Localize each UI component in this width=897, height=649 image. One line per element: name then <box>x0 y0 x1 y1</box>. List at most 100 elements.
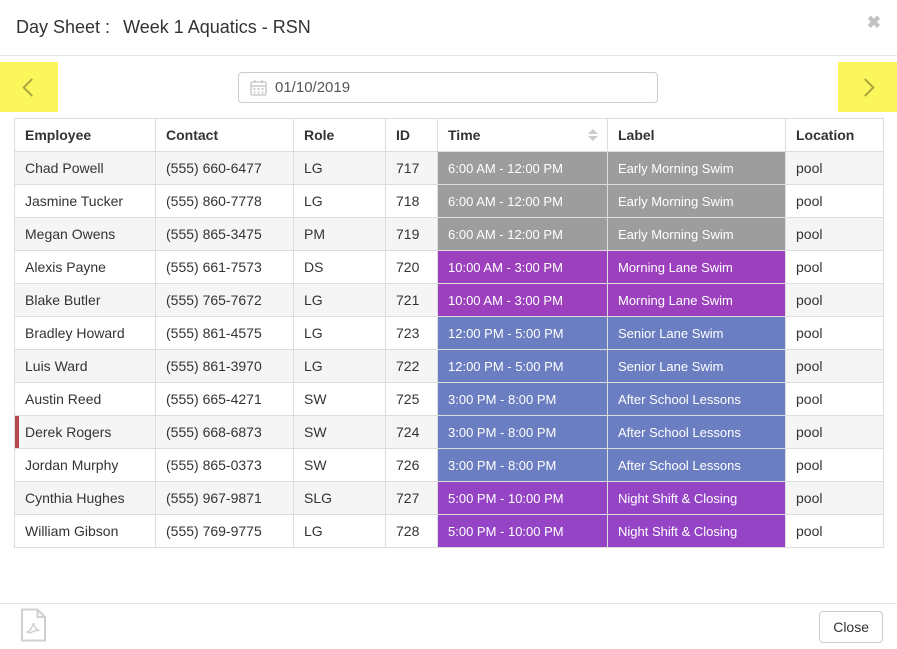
close-button[interactable]: Close <box>819 610 883 643</box>
prev-day-button[interactable] <box>0 62 58 112</box>
date-picker-field[interactable] <box>238 72 658 103</box>
label-cell: Senior Lane Swim <box>607 349 786 383</box>
id-cell: 722 <box>385 349 438 383</box>
location-cell: pool <box>785 514 884 548</box>
schedule-table: Employee Contact Role ID Time Label Loca… <box>14 118 884 548</box>
location-cell: pool <box>785 316 884 350</box>
contact-cell: (555) 865-0373 <box>155 448 294 482</box>
table-row: Megan Owens (555) 865-3475 PM 719 6:00 AM - … <box>14 217 884 251</box>
column-header-time[interactable]: Time <box>437 118 608 152</box>
modal-footer: Close <box>0 603 897 649</box>
contact-cell: (555) 765-7672 <box>155 283 294 317</box>
time-cell: 12:00 PM - 5:00 PM <box>437 316 608 350</box>
label-cell: After School Lessons <box>607 415 786 449</box>
label-cell: Senior Lane Swim <box>607 316 786 350</box>
employee-cell: Chad Powell <box>14 151 156 185</box>
next-day-button[interactable] <box>838 62 897 112</box>
label-cell: Morning Lane Swim <box>607 250 786 284</box>
pdf-file-icon <box>21 608 46 642</box>
table-row: Bradley Howard (555) 861-4575 LG 723 12:00 P… <box>14 316 884 350</box>
column-header-location: Location <box>785 118 884 152</box>
role-cell: LG <box>293 151 386 185</box>
employee-cell: Luis Ward <box>14 349 156 383</box>
role-cell: LG <box>293 283 386 317</box>
dialog-title-prefix: Day Sheet : <box>16 17 111 37</box>
time-cell: 3:00 PM - 8:00 PM <box>437 415 608 449</box>
label-cell: Morning Lane Swim <box>607 283 786 317</box>
time-cell: 5:00 PM - 10:00 PM <box>437 514 608 548</box>
role-cell: SW <box>293 448 386 482</box>
id-cell: 718 <box>385 184 438 218</box>
table-row: Jasmine Tucker (555) 860-7778 LG 718 6:00 AM… <box>14 184 884 218</box>
employee-cell: Jordan Murphy <box>14 448 156 482</box>
contact-cell: (555) 861-3970 <box>155 349 294 383</box>
employee-cell: William Gibson <box>14 514 156 548</box>
role-cell: LG <box>293 184 386 218</box>
schedule-table-container: Employee Contact Role ID Time Label Loca… <box>14 118 884 548</box>
label-cell: Night Shift & Closing <box>607 514 786 548</box>
role-cell: LG <box>293 514 386 548</box>
date-input[interactable] <box>275 73 657 102</box>
label-cell: After School Lessons <box>607 448 786 482</box>
column-header-time-label: Time <box>448 127 481 143</box>
contact-cell: (555) 665-4271 <box>155 382 294 416</box>
id-cell: 726 <box>385 448 438 482</box>
employee-cell: Cynthia Hughes <box>14 481 156 515</box>
sort-icon[interactable] <box>588 129 598 141</box>
location-cell: pool <box>785 250 884 284</box>
table-row: Jordan Murphy (555) 865-0373 SW 726 3:00 PM … <box>14 448 884 482</box>
label-cell: Night Shift & Closing <box>607 481 786 515</box>
modal-header: Day Sheet : Week 1 Aquatics - RSN ✖ <box>0 0 897 56</box>
id-cell: 721 <box>385 283 438 317</box>
contact-cell: (555) 865-3475 <box>155 217 294 251</box>
id-cell: 723 <box>385 316 438 350</box>
column-header-contact: Contact <box>155 118 294 152</box>
location-cell: pool <box>785 184 884 218</box>
contact-cell: (555) 661-7573 <box>155 250 294 284</box>
column-header-id: ID <box>385 118 438 152</box>
contact-cell: (555) 769-9775 <box>155 514 294 548</box>
role-cell: SLG <box>293 481 386 515</box>
table-row: William Gibson (555) 769-9775 LG 728 5:00 PM… <box>14 514 884 548</box>
export-pdf-button[interactable] <box>20 608 47 645</box>
chevron-left-icon <box>21 77 41 97</box>
time-cell: 3:00 PM - 8:00 PM <box>437 448 608 482</box>
label-cell: Early Morning Swim <box>607 217 786 251</box>
schedule-table-body: Chad Powell (555) 660-6477 LG 717 6:00 AM - … <box>14 151 884 548</box>
time-cell: 3:00 PM - 8:00 PM <box>437 382 608 416</box>
label-cell: After School Lessons <box>607 382 786 416</box>
time-cell: 10:00 AM - 3:00 PM <box>437 250 608 284</box>
sort-caret-down-icon <box>588 136 598 141</box>
contact-cell: (555) 660-6477 <box>155 151 294 185</box>
id-cell: 720 <box>385 250 438 284</box>
label-cell: Early Morning Swim <box>607 184 786 218</box>
sort-caret-up-icon <box>588 129 598 134</box>
employee-cell: Jasmine Tucker <box>14 184 156 218</box>
location-cell: pool <box>785 481 884 515</box>
id-cell: 724 <box>385 415 438 449</box>
table-row: Chad Powell (555) 660-6477 LG 717 6:00 AM - … <box>14 151 884 185</box>
location-cell: pool <box>785 382 884 416</box>
role-cell: LG <box>293 349 386 383</box>
location-cell: pool <box>785 283 884 317</box>
date-nav-bar <box>0 56 897 118</box>
column-header-role: Role <box>293 118 386 152</box>
close-icon[interactable]: ✖ <box>866 13 881 32</box>
contact-cell: (555) 860-7778 <box>155 184 294 218</box>
employee-cell: Derek Rogers <box>14 415 156 449</box>
employee-cell: Blake Butler <box>14 283 156 317</box>
employee-cell: Bradley Howard <box>14 316 156 350</box>
table-row: Derek Rogers (555) 668-6873 SW 724 3:00 PM -… <box>14 415 884 449</box>
time-cell: 6:00 AM - 12:00 PM <box>437 151 608 185</box>
id-cell: 727 <box>385 481 438 515</box>
table-row: Blake Butler (555) 765-7672 LG 721 10:00 AM … <box>14 283 884 317</box>
id-cell: 717 <box>385 151 438 185</box>
id-cell: 719 <box>385 217 438 251</box>
calendar-icon <box>250 80 267 96</box>
role-cell: SW <box>293 382 386 416</box>
column-header-employee: Employee <box>14 118 156 152</box>
time-cell: 6:00 AM - 12:00 PM <box>437 217 608 251</box>
location-cell: pool <box>785 217 884 251</box>
id-cell: 728 <box>385 514 438 548</box>
role-cell: DS <box>293 250 386 284</box>
